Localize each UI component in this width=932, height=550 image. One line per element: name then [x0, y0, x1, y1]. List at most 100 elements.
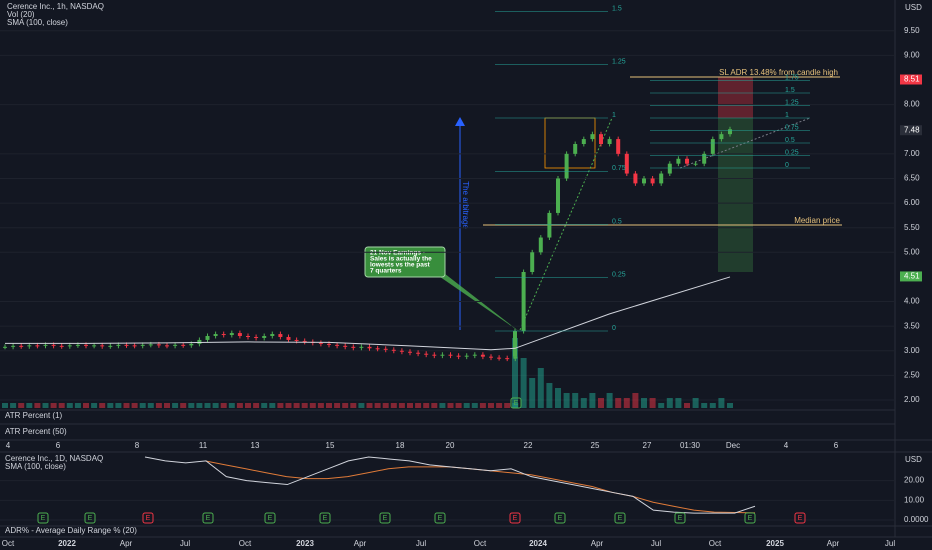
price-tick-label: 5.50 [904, 223, 920, 232]
fib-label: 1.5 [612, 5, 622, 12]
volume-bar [407, 403, 413, 408]
volume-bar [172, 403, 179, 408]
price-badge-label: 7.48 [904, 125, 920, 134]
time-label: Apr [354, 539, 367, 548]
candle [728, 129, 732, 135]
volume-bar [42, 403, 49, 408]
candle [237, 333, 242, 336]
candle [262, 336, 267, 338]
volume-bar [366, 403, 373, 408]
callout-pointer [430, 270, 520, 332]
earnings-badge-label: E [618, 515, 623, 522]
volume-bar [649, 398, 656, 408]
price-tick-label: 7.00 [904, 149, 920, 158]
candle [497, 357, 502, 359]
volume-bar [228, 403, 235, 408]
volume-bar [580, 398, 587, 408]
volume-bar [342, 403, 349, 408]
volume-bar [285, 403, 292, 408]
candle [659, 173, 664, 184]
candle [75, 344, 80, 346]
earnings-badge [554, 512, 566, 524]
earnings-badge [509, 512, 521, 524]
time-label: 15 [326, 441, 335, 450]
time-label: 6 [56, 441, 61, 450]
volume-bar [261, 403, 268, 408]
volume-bar [658, 403, 665, 408]
earnings-badge-label: E [558, 515, 563, 522]
time-label: 2022 [58, 539, 76, 548]
time-label: Apr [591, 539, 604, 548]
time-label: 27 [643, 441, 652, 450]
candle [650, 178, 655, 184]
fib-label: 0.25 [785, 149, 799, 156]
volume-bar [718, 398, 725, 408]
candle [351, 346, 356, 348]
candle [556, 178, 560, 213]
callout-text: 21 Nov Earnings - [370, 250, 425, 257]
volume-bar [512, 338, 518, 408]
candle [719, 134, 724, 140]
candle [375, 348, 380, 350]
earnings-badge [510, 397, 522, 409]
price-tick-label: 2.00 [904, 395, 920, 404]
candle [538, 237, 543, 253]
fib-label: 0.75 [612, 165, 626, 172]
volume-bar [563, 393, 570, 408]
volume-bar [131, 403, 138, 408]
price-badge [900, 125, 922, 136]
earnings-badge-label: E [678, 515, 683, 522]
pane-label: ADR% - Average Daily Range % (20) [5, 526, 137, 535]
volume-bar [317, 403, 324, 408]
candle [391, 349, 396, 351]
fib-label: 0 [785, 162, 789, 169]
candle [286, 336, 291, 340]
candle [432, 354, 437, 356]
candle [564, 153, 569, 179]
volume-bar [2, 403, 8, 408]
volume-bar [350, 403, 357, 408]
candle [11, 345, 16, 347]
candle [3, 346, 7, 348]
candle [318, 342, 323, 344]
earnings-badge [379, 512, 391, 524]
volume-bar [666, 398, 673, 408]
earnings-badge-label: E [748, 515, 753, 522]
earnings-badge-label: E [383, 515, 388, 522]
volume-bar [431, 403, 438, 408]
volume-bar [479, 403, 486, 408]
callout-text: Sales is actually the [370, 256, 432, 263]
candle [343, 345, 348, 347]
candle [67, 345, 72, 347]
earnings-badge [37, 512, 49, 524]
candle [51, 344, 56, 346]
volume-bar [91, 403, 98, 408]
price-tick-label: 3.50 [904, 321, 920, 330]
candle [607, 139, 612, 144]
candle [213, 334, 218, 336]
volume-bar [123, 403, 130, 408]
time-label: 20 [446, 441, 455, 450]
volume-bar [18, 403, 25, 408]
candle [148, 344, 153, 346]
volume-bar [496, 403, 503, 408]
volume-bar [196, 403, 203, 408]
arrow-head [455, 117, 465, 126]
price-tick-label: 9.50 [904, 26, 920, 35]
price-badge-label: 4.51 [904, 272, 920, 281]
time-label: Jul [885, 539, 895, 548]
volume-bar [675, 398, 682, 408]
fib-label: 1.25 [785, 99, 799, 106]
candle [667, 163, 672, 174]
time-label: Dec [726, 441, 740, 450]
volume-bar [236, 403, 243, 408]
earnings-badge [674, 512, 686, 524]
volume-bar [293, 403, 300, 408]
candle [221, 334, 226, 336]
time-label: Oct [709, 539, 722, 548]
fib-label: 0 [612, 325, 616, 332]
volume-bar [589, 393, 596, 408]
volume-bar [398, 403, 405, 408]
currency: USD [905, 455, 922, 464]
trend-line [519, 117, 613, 331]
